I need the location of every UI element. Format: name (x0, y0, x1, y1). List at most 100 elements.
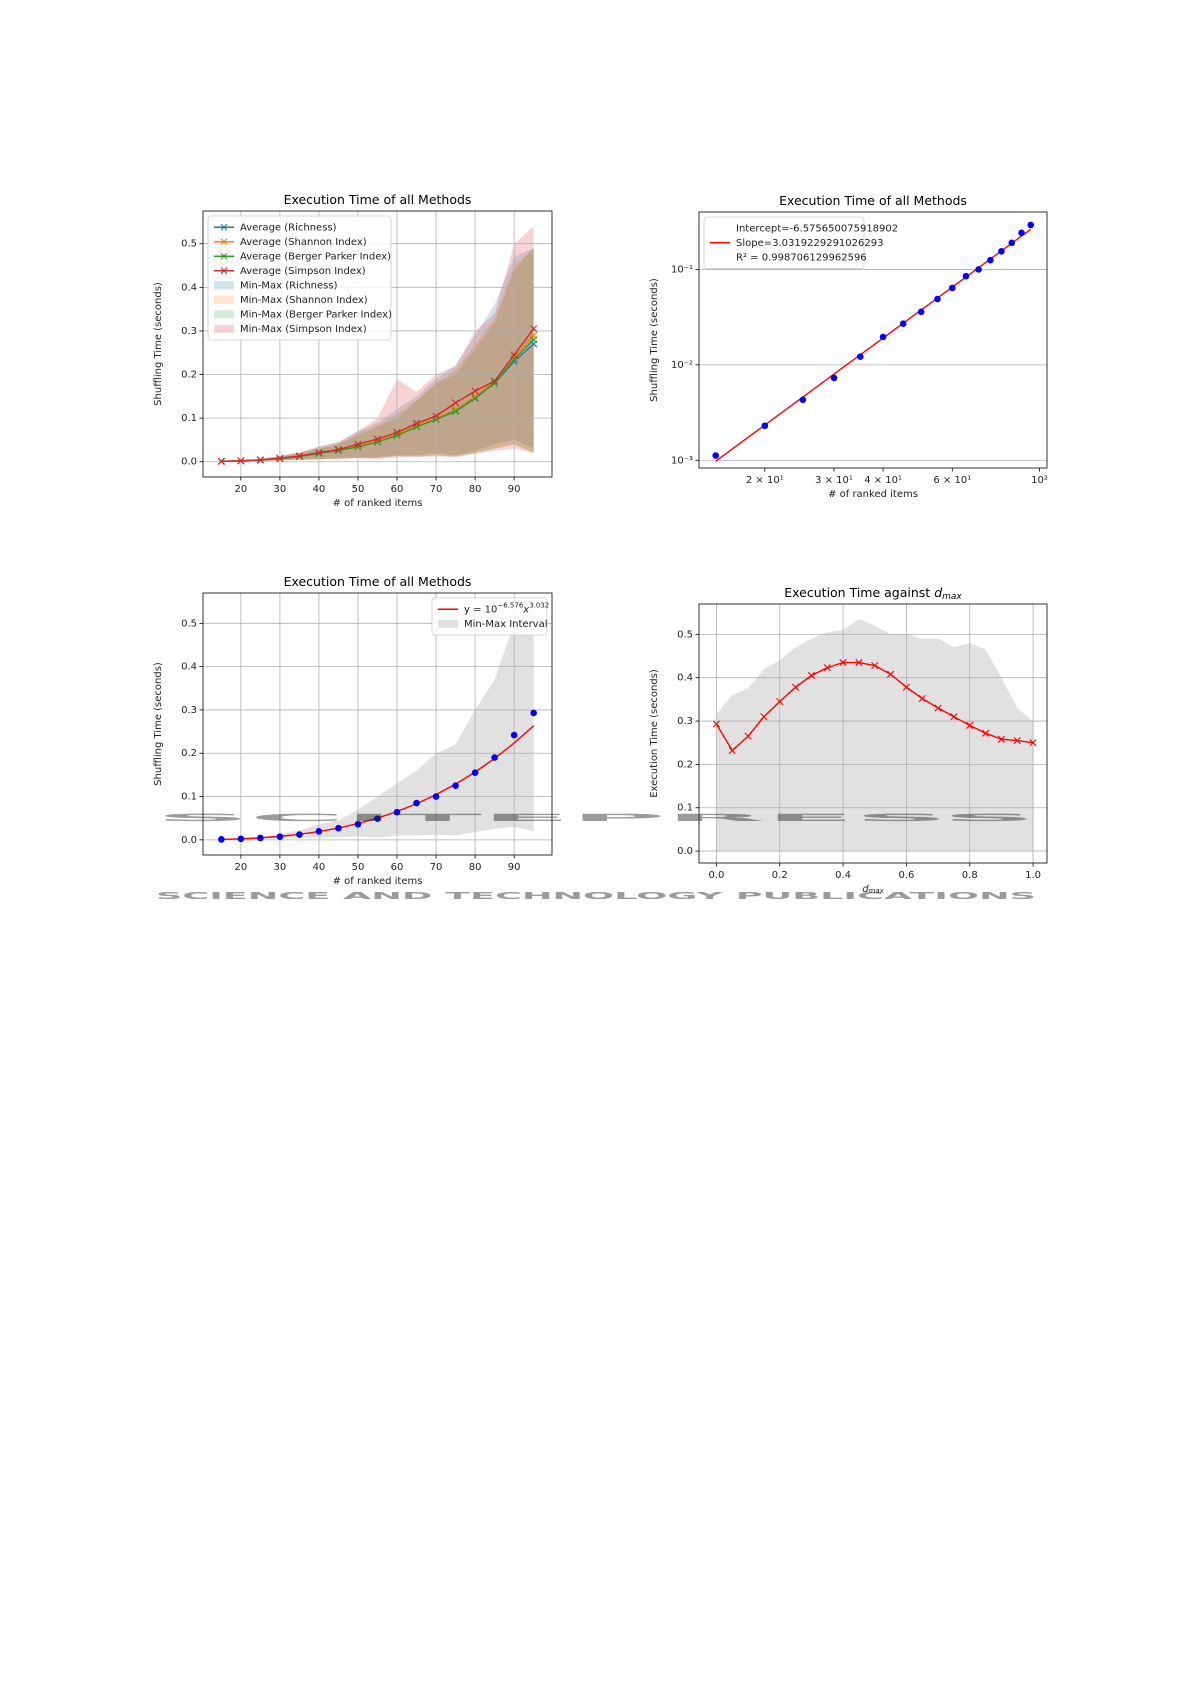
plot-frame (698, 211, 1048, 469)
x-tick-label: 0.0 (708, 870, 724, 881)
x-tick-label: 40 (313, 484, 326, 495)
legend-label: Average (Berger Parker Index) (240, 251, 391, 262)
x-marker (530, 336, 538, 344)
x-marker (902, 683, 910, 691)
plot-area (699, 604, 1047, 863)
legend-label: Average (Richness) (240, 222, 337, 233)
min-max-band (221, 605, 534, 840)
x-marker (760, 713, 768, 721)
x-marker (823, 664, 831, 672)
legend-label: y = 10−6.576x3.032 (464, 601, 549, 615)
point (830, 374, 838, 382)
x-marker (934, 704, 942, 712)
x-marker (471, 387, 479, 395)
x-tick-label: 4 × 10¹ (864, 475, 902, 486)
point (917, 308, 925, 316)
point (799, 396, 807, 404)
chart: 0.0 0.2 0.4 0.6 0.8 1.0 0.0 0.1 0.2 0.3 0.4 0.5 Exec… (649, 585, 1048, 895)
x-marker (950, 713, 958, 721)
legend-text: Min-Max (Simpson Index) (240, 324, 367, 335)
legend-text: y = 10 (464, 604, 497, 615)
x-tick-label: 80 (469, 862, 482, 873)
point (335, 824, 342, 832)
x-marker (791, 683, 800, 691)
point (962, 272, 970, 280)
x-tick-label: 0.2 (772, 870, 788, 881)
y-tick-label: 10⁻¹ (671, 264, 693, 275)
x-label-text: d (862, 884, 869, 895)
point (1018, 229, 1025, 237)
legend-label: Min-Max (Berger Parker Index) (240, 309, 392, 320)
x-marker (393, 428, 401, 437)
x-marker (295, 452, 304, 460)
x-marker (839, 658, 847, 667)
x-marker (256, 456, 264, 464)
min-max-band (221, 248, 534, 462)
y-tick-label: 0.2 (677, 759, 693, 770)
x-tick-label: 70 (430, 862, 443, 873)
x-marker (451, 405, 460, 413)
legend-text: Average (Simpson Index) (240, 266, 366, 277)
point (761, 422, 769, 430)
y-tick-label: 10⁻² (671, 360, 693, 371)
x-tick-label: 20 (234, 484, 247, 495)
legend-patch (214, 310, 234, 319)
point (712, 452, 720, 459)
min-max-band (221, 248, 534, 462)
y-tick-label: 0.0 (677, 846, 693, 857)
x-tick-label: 90 (508, 862, 521, 873)
x-marker (871, 661, 879, 670)
legend-label: Min-Max Interval (464, 619, 548, 630)
x-tick-label: 90 (508, 484, 521, 495)
x-marker (354, 440, 362, 448)
title-text: Execution Time of all Methods (284, 574, 472, 589)
x-marker (510, 353, 518, 361)
x-label-text: # of ranked items (828, 489, 918, 500)
x-tick-label: 3 × 10¹ (815, 475, 853, 486)
x-tick-label: 1.0 (1025, 870, 1041, 881)
y-tick-label: 0.4 (181, 282, 197, 293)
legend-marker (220, 238, 228, 246)
legend: y = 10−6.576x3.032 Min-Max Interval (431, 597, 549, 636)
y-tick-label: 0.1 (181, 413, 197, 424)
chart-title: Execution Time of all Methods (779, 193, 967, 208)
x-marker (451, 399, 460, 407)
legend-marker (220, 223, 228, 231)
title-var: d (934, 585, 942, 600)
x-marker (412, 419, 421, 427)
x-marker (471, 392, 479, 400)
y-axis-label: Shuffling Time (seconds) (153, 662, 164, 786)
x-tick-label: 30 (274, 484, 287, 495)
y-tick-label: 10⁻³ (671, 455, 693, 466)
x-label-sub: max (869, 887, 885, 895)
legend-patch (438, 619, 458, 628)
x-marker (807, 671, 815, 680)
point (413, 799, 420, 807)
legend-label: Min-Max (Shannon Index) (240, 295, 368, 306)
legend-text: Average (Shannon Index) (240, 237, 367, 248)
legend-text: Average (Richness) (240, 222, 337, 233)
y-tick-label: 0.4 (181, 662, 197, 673)
x-marker (855, 658, 863, 667)
plot-area (203, 593, 552, 855)
x-tick-label: 60 (391, 484, 404, 495)
point (949, 284, 956, 292)
title-text: Execution Time of all Methods (284, 192, 472, 207)
y-tick-label: 0.0 (181, 457, 197, 468)
point (899, 320, 907, 328)
plot-frame (698, 603, 1048, 864)
point (452, 782, 459, 790)
x-axis-label: # of ranked items (333, 876, 423, 887)
legend-var: x (522, 604, 529, 615)
x-tick-label: 70 (430, 484, 443, 495)
x-tick-label: 0.4 (835, 870, 851, 881)
legend: Average (Richness) Average (Shannon Index… (207, 215, 392, 341)
y-tick-label: 0.3 (677, 716, 693, 727)
point (432, 793, 440, 800)
chart-title: Execution Time against dmax (784, 585, 962, 602)
chart: 20 30 40 50 60 70 80 90 0.0 0.1 0.2 0.3 0.4 0.5 Execut… (153, 574, 553, 887)
legend-patch (214, 295, 234, 304)
x-tick-label: 20 (234, 862, 247, 873)
legend-label: R² = 0.998706129962596 (736, 252, 867, 263)
